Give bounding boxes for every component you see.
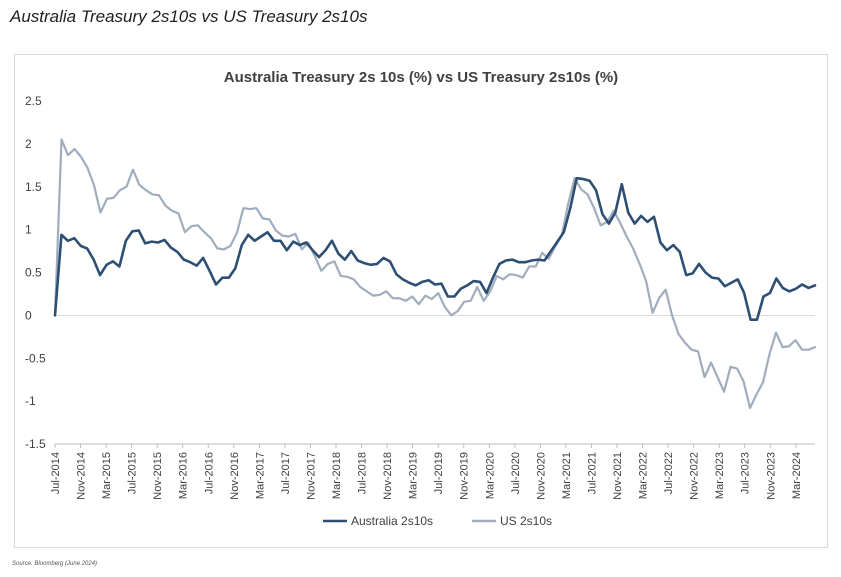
chart-frame: Australia Treasury 2s 10s (%) vs US Trea… <box>14 54 828 548</box>
x-tick-label: Jul-2020 <box>510 452 522 494</box>
y-axis: 2.5 2 1.5 1 0.5 0 -0.5 -1 -1.5 <box>25 94 815 451</box>
x-tick-label: Jul-2017 <box>280 452 292 494</box>
y-tick-label: -0.5 <box>25 351 46 365</box>
x-tick-label: Jul-2023 <box>740 452 752 494</box>
x-tick-label: Nov-2021 <box>612 452 624 500</box>
x-tick-label: Mar-2020 <box>484 452 496 499</box>
y-tick-label: 2 <box>25 137 32 151</box>
x-tick-label: Jul-2014 <box>50 452 62 494</box>
us-series-line <box>53 138 817 410</box>
legend-label: Australia 2s10s <box>351 514 433 528</box>
series-layer <box>53 138 817 410</box>
chart-title: Australia Treasury 2s 10s (%) vs US Trea… <box>224 69 618 86</box>
x-tick-label: Jul-2019 <box>433 452 445 494</box>
x-tick-label: Jul-2016 <box>203 452 215 494</box>
x-tick-label: Jul-2015 <box>127 452 139 494</box>
x-tick-label: Mar-2023 <box>714 452 726 499</box>
x-tick-label: Nov-2014 <box>76 452 88 500</box>
x-tick-label: Jul-2021 <box>586 452 598 494</box>
x-tick-label: Mar-2019 <box>408 452 420 499</box>
x-tick-label: Nov-2016 <box>229 452 241 500</box>
x-tick-label: Mar-2022 <box>638 452 650 499</box>
x-axis: Jul-2014 Nov-2014 Mar-2015 Jul-2015 Nov-2015… <box>50 443 815 500</box>
x-tick-label: Nov-2018 <box>382 452 394 500</box>
x-tick-label: Mar-2021 <box>561 452 573 499</box>
y-tick-label: 1.5 <box>25 180 42 194</box>
legend-label: US 2s10s <box>500 514 552 528</box>
x-tick-label: Jul-2022 <box>663 452 675 494</box>
x-tick-label: Mar-2017 <box>254 452 266 499</box>
x-tick-label: Jul-2018 <box>357 452 369 494</box>
x-tick-label: Nov-2017 <box>305 452 317 500</box>
source-note: Source: Bloomberg (June 2024) <box>12 561 98 567</box>
page-title: Australia Treasury 2s10s vs US Treasury … <box>10 7 368 26</box>
y-tick-label: 0.5 <box>25 266 42 280</box>
x-tick-label: Nov-2015 <box>152 452 164 500</box>
y-tick-label: -1.5 <box>25 437 46 451</box>
x-tick-label: Nov-2019 <box>459 452 471 500</box>
legend: Australia 2s10s US 2s10s <box>323 514 552 528</box>
australia-series-line <box>53 176 817 321</box>
y-tick-label: 1 <box>25 223 32 237</box>
y-tick-label: 2.5 <box>25 94 42 108</box>
x-tick-label: Nov-2022 <box>689 452 701 500</box>
x-tick-label: Mar-2018 <box>331 452 343 499</box>
line-chart: Australia Treasury 2s 10s (%) vs US Trea… <box>25 69 817 528</box>
x-tick-label: Mar-2024 <box>791 452 803 499</box>
x-tick-label: Mar-2015 <box>101 452 113 499</box>
y-tick-label: 0 <box>25 308 32 322</box>
x-tick-label: Nov-2020 <box>535 452 547 500</box>
y-tick-label: -1 <box>25 394 36 408</box>
x-tick-label: Nov-2023 <box>765 452 777 500</box>
x-tick-label: Mar-2016 <box>178 452 190 499</box>
